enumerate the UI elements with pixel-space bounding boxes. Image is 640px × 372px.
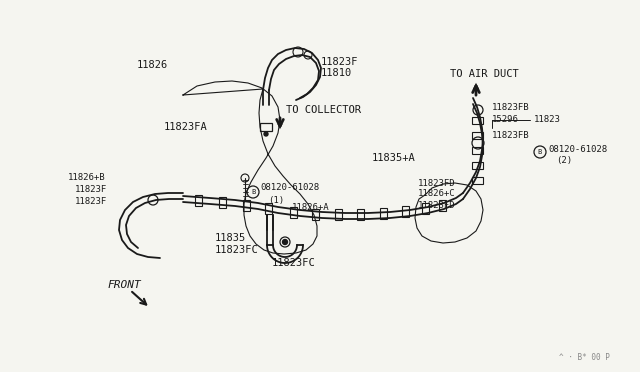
Bar (243, 199, 250, 211)
Bar (422, 202, 429, 214)
Bar (472, 116, 483, 124)
Text: 11823FD: 11823FD (418, 179, 456, 187)
Circle shape (264, 132, 268, 136)
Text: (1): (1) (268, 196, 284, 205)
Bar (356, 208, 364, 219)
Text: 11823FB: 11823FB (492, 131, 530, 141)
Bar (195, 195, 202, 205)
Text: 11826: 11826 (137, 60, 168, 70)
Text: 11823FC: 11823FC (215, 245, 259, 255)
Bar (472, 147, 483, 154)
Bar (289, 206, 296, 218)
Text: ^ · B* 00 P: ^ · B* 00 P (559, 353, 610, 362)
Text: 11823FB: 11823FB (492, 103, 530, 112)
Text: 11826+A: 11826+A (292, 203, 330, 212)
Text: 15296: 15296 (492, 115, 519, 125)
Text: 08120-61028: 08120-61028 (548, 145, 607, 154)
Text: 11823F: 11823F (75, 186, 108, 195)
Text: 11810: 11810 (321, 68, 352, 78)
Bar (264, 202, 271, 214)
Text: B: B (538, 149, 542, 155)
Bar (335, 208, 342, 219)
Text: 11835: 11835 (215, 233, 246, 243)
Bar (438, 199, 445, 211)
Bar (312, 208, 319, 219)
Text: TO COLLECTOR: TO COLLECTOR (286, 105, 361, 115)
Bar (401, 205, 408, 217)
Text: 11823FC: 11823FC (272, 258, 316, 268)
Text: 11826+C: 11826+C (418, 189, 456, 199)
Text: 11826+B: 11826+B (68, 173, 106, 183)
Text: 11823F: 11823F (321, 57, 358, 67)
Text: 11823F: 11823F (75, 198, 108, 206)
Text: 11823: 11823 (534, 115, 561, 125)
Text: B: B (251, 189, 255, 195)
Text: 11823FD: 11823FD (418, 201, 456, 209)
Text: 08120-61028: 08120-61028 (260, 183, 319, 192)
Text: FRONT: FRONT (108, 280, 141, 290)
Text: 11835+A: 11835+A (372, 153, 416, 163)
Text: 11823FA: 11823FA (163, 122, 207, 132)
Bar (380, 208, 387, 218)
Text: (2): (2) (556, 157, 572, 166)
Text: TO AIR DUCT: TO AIR DUCT (450, 69, 519, 79)
Bar (260, 123, 272, 131)
Bar (218, 196, 225, 208)
Circle shape (282, 240, 287, 244)
Bar (472, 176, 483, 183)
Bar (472, 131, 483, 138)
Bar (472, 161, 483, 169)
